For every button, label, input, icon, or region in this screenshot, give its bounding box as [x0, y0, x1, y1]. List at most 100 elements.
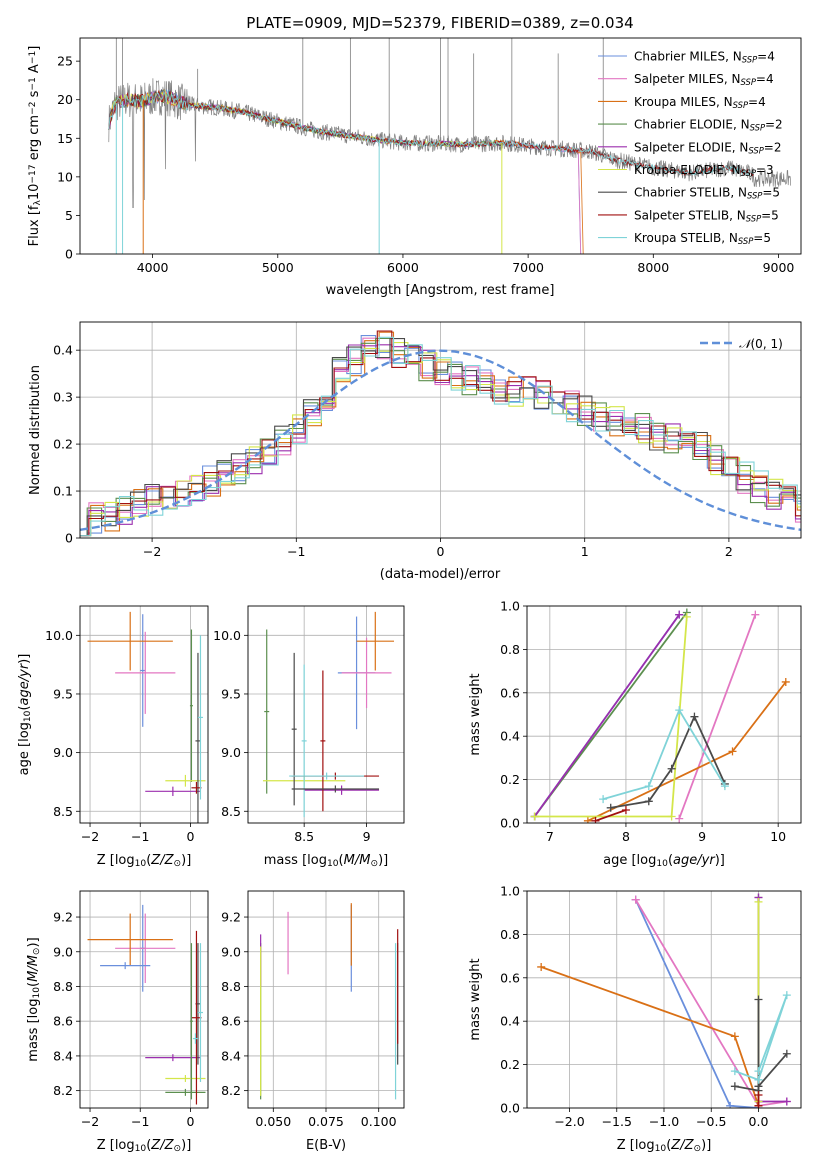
weight-marker	[667, 812, 676, 821]
y-tick-label: 8.8	[221, 979, 241, 994]
y-tick-label: 0.1	[53, 484, 73, 499]
y-tick-label: 8.6	[53, 1014, 73, 1029]
x-tick-label: 6000	[387, 260, 419, 275]
weight-marker	[720, 782, 729, 791]
spectrum-legend	[598, 55, 627, 239]
y-tick-label: 8.5	[53, 804, 73, 819]
weight-marker	[754, 897, 763, 906]
mass_vs_Z-axes: −2 −1 0 8.2 8.4 8.6 8.8 9.0 9.2	[53, 890, 209, 1129]
y-tick-label: 0.2	[500, 772, 520, 787]
x-tick-label: 9	[698, 829, 706, 844]
weight-marker	[583, 816, 592, 823]
weight-marker	[644, 797, 653, 806]
weight-marker	[530, 812, 539, 821]
x-tick-label: 0.075	[308, 1114, 344, 1129]
y-tick-label: 0.2	[53, 437, 73, 452]
y-tick-label: 0.6	[500, 685, 520, 700]
y-tick-label: 0.8	[500, 927, 520, 942]
y-tick-label: 9.2	[221, 910, 241, 925]
x-tick-label: 1	[581, 544, 589, 559]
weight-marker	[682, 612, 691, 621]
x-tick-label: 0.100	[361, 1114, 397, 1129]
y-tick-label: 8.4	[221, 1048, 241, 1063]
y-tick-label: 9.5	[221, 686, 241, 701]
legend-entry: Kroupa ELODIE, NSSP=3	[634, 163, 774, 178]
histogram-chabrier-elodie	[80, 337, 801, 537]
weight-marker	[606, 803, 615, 812]
axes-frame	[79, 321, 802, 539]
weight-line-salpeter-miles	[678, 614, 757, 820]
spectrum-axes: 4000 5000 6000 7000 8000 9000 0 5 10 15 20 25	[57, 37, 802, 275]
axes-frame	[526, 890, 802, 1109]
y-tick-label: 8.5	[221, 804, 241, 819]
age_vs_Z-xlabel: Z [log10(Z/Z⊙)]	[97, 853, 192, 869]
weight-marker	[631, 895, 640, 904]
spectrum-xlabel: wavelength [Angstrom, rest frame]	[326, 283, 555, 298]
axes-frame	[79, 37, 802, 255]
y-tick-label: 0.3	[53, 390, 73, 405]
spectrum-ylabel: Flux [fλ10−17 erg cm−2 s−1 A−1]	[27, 46, 43, 247]
weight-line-kroupa-stelib	[602, 708, 726, 800]
weight-marker	[730, 1067, 739, 1076]
axes-frame	[247, 890, 405, 1109]
model-kroupa-stelib	[108, 90, 754, 176]
x-tick-label: −1	[131, 1114, 149, 1129]
x-tick-label: 0.050	[255, 1114, 291, 1129]
legend-entry: Salpeter STELIB, NSSP=5	[634, 208, 779, 223]
weight_vs_Z-xlabel: Z [log10(Z/Z⊙)]	[617, 1138, 712, 1154]
y-tick-label: 0.2	[500, 1057, 520, 1072]
weight-marker	[781, 677, 790, 686]
y-tick-label: 5	[65, 208, 73, 223]
y-tick-label: 8.8	[53, 979, 73, 994]
legend-entry: Chabrier MILES, NSSP=4	[634, 50, 775, 65]
y-tick-label: 8.4	[53, 1048, 73, 1063]
age_vs_mass-xlabel: mass [log10(M/M⊙)]	[264, 853, 388, 869]
y-tick-label: 8.2	[221, 1083, 241, 1098]
y-tick-label: 8.6	[221, 1014, 241, 1029]
weight_vs_age-axes: 7 8 9 10 0.0 0.2 0.4 0.6 0.8 1.0	[500, 599, 802, 844]
age_vs_mass-plot	[262, 611, 395, 818]
mass_vs_ebv-axes: 0.050 0.075 0.100 8.2 8.4 8.6 8.8 9.0 9.2	[221, 890, 405, 1129]
x-tick-label: −1	[131, 829, 149, 844]
y-tick-label: 15	[57, 131, 73, 146]
weight-marker	[754, 995, 763, 1004]
weight-marker	[754, 1101, 763, 1108]
residuals-plot	[80, 330, 801, 537]
y-tick-label: 10.0	[45, 628, 73, 643]
x-tick-label: 10	[770, 829, 786, 844]
y-tick-label: 0.0	[500, 816, 520, 831]
x-tick-label: 8000	[637, 260, 669, 275]
x-tick-label: −2	[81, 829, 99, 844]
x-tick-label: −1.0	[649, 1114, 679, 1129]
y-tick-label: 10	[57, 169, 73, 184]
weight-marker	[728, 747, 737, 756]
weight-marker	[754, 1067, 763, 1076]
weight-marker	[754, 1090, 763, 1099]
legend-entry: Salpeter MILES, NSSP=4	[634, 72, 774, 87]
x-tick-label: 7000	[512, 260, 544, 275]
model-chabrier-miles	[108, 88, 582, 254]
y-tick-label: 0.4	[53, 343, 73, 358]
mass_vs_ebv-plot	[260, 903, 399, 1100]
histogram-salpeter-stelib	[80, 330, 801, 537]
weight-marker	[782, 991, 791, 1000]
age_vs_mass-axes: 8.5 9 8.5 9.0 9.5 10.0	[213, 605, 405, 844]
x-tick-label: −1	[287, 544, 305, 559]
weight-line-kroupa-miles	[540, 966, 760, 1107]
weight-marker	[537, 962, 546, 971]
axes-frame	[526, 605, 802, 824]
spectrum-title: PLATE=0909, MJD=52379, FIBERID=0389, z=0…	[246, 14, 633, 32]
y-tick-label: 9.2	[53, 910, 73, 925]
x-tick-label: 0	[437, 544, 445, 559]
residuals-axes: −2 −1 0 1 2 0 0.1 0.2 0.3 0.4	[53, 321, 802, 559]
weight-line-kroupa-stelib	[734, 994, 788, 1081]
x-tick-label: 9	[363, 829, 371, 844]
weight-marker	[591, 816, 600, 823]
weight-line-salpeter-elodie	[533, 614, 680, 818]
weight_vs_age-ylabel: mass weight	[468, 673, 483, 755]
axes-frame	[79, 605, 209, 824]
y-tick-label: 9.0	[53, 745, 73, 760]
weight-marker	[690, 712, 699, 721]
weight-line-chabrier-stelib	[610, 714, 726, 809]
